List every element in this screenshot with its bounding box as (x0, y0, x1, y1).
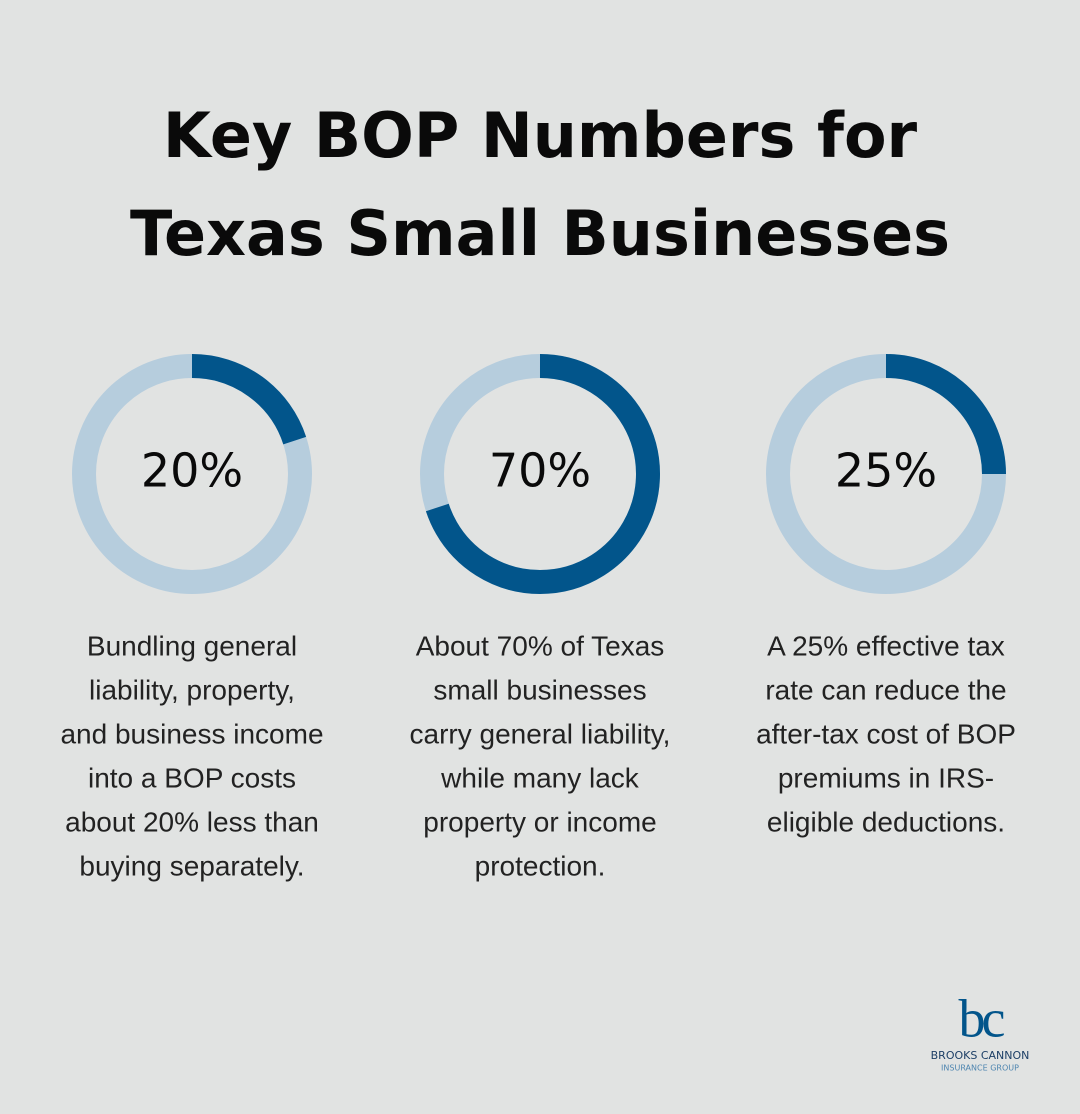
caption: rate can reduce the (765, 674, 1006, 705)
caption: small businesses (433, 674, 646, 705)
caption: after-tax cost of BOP (756, 718, 1016, 749)
logo-name: BROOKS CANNON (931, 1049, 1030, 1062)
donut-arc (72, 354, 312, 594)
caption: premiums in IRS- (778, 762, 994, 793)
caption: carry general liability, (410, 718, 671, 749)
caption: while many lack (440, 762, 640, 793)
caption: about 20% less than (65, 806, 319, 837)
title: Texas Small Businesses (130, 197, 950, 270)
caption: eligible deductions. (767, 806, 1005, 837)
value-label: 25% (835, 444, 937, 498)
caption: protection. (475, 850, 606, 881)
caption: A 25% effective tax (767, 630, 1005, 661)
caption: About 70% of Texas (416, 630, 665, 661)
value-label: 20% (141, 444, 243, 498)
value-label: 70% (489, 444, 591, 498)
logo-mark: bc (959, 988, 1005, 1048)
donut-arc (766, 354, 1006, 594)
caption: liability, property, (89, 674, 295, 705)
donut-arc (420, 354, 660, 594)
caption: into a BOP costs (88, 762, 296, 793)
caption: property or income (423, 806, 656, 837)
logo-tagline: INSURANCE GROUP (941, 1064, 1019, 1073)
title: Key BOP Numbers for (163, 99, 918, 172)
caption: buying separately. (79, 850, 304, 881)
caption: and business income (60, 718, 323, 749)
caption: Bundling general (87, 630, 297, 661)
